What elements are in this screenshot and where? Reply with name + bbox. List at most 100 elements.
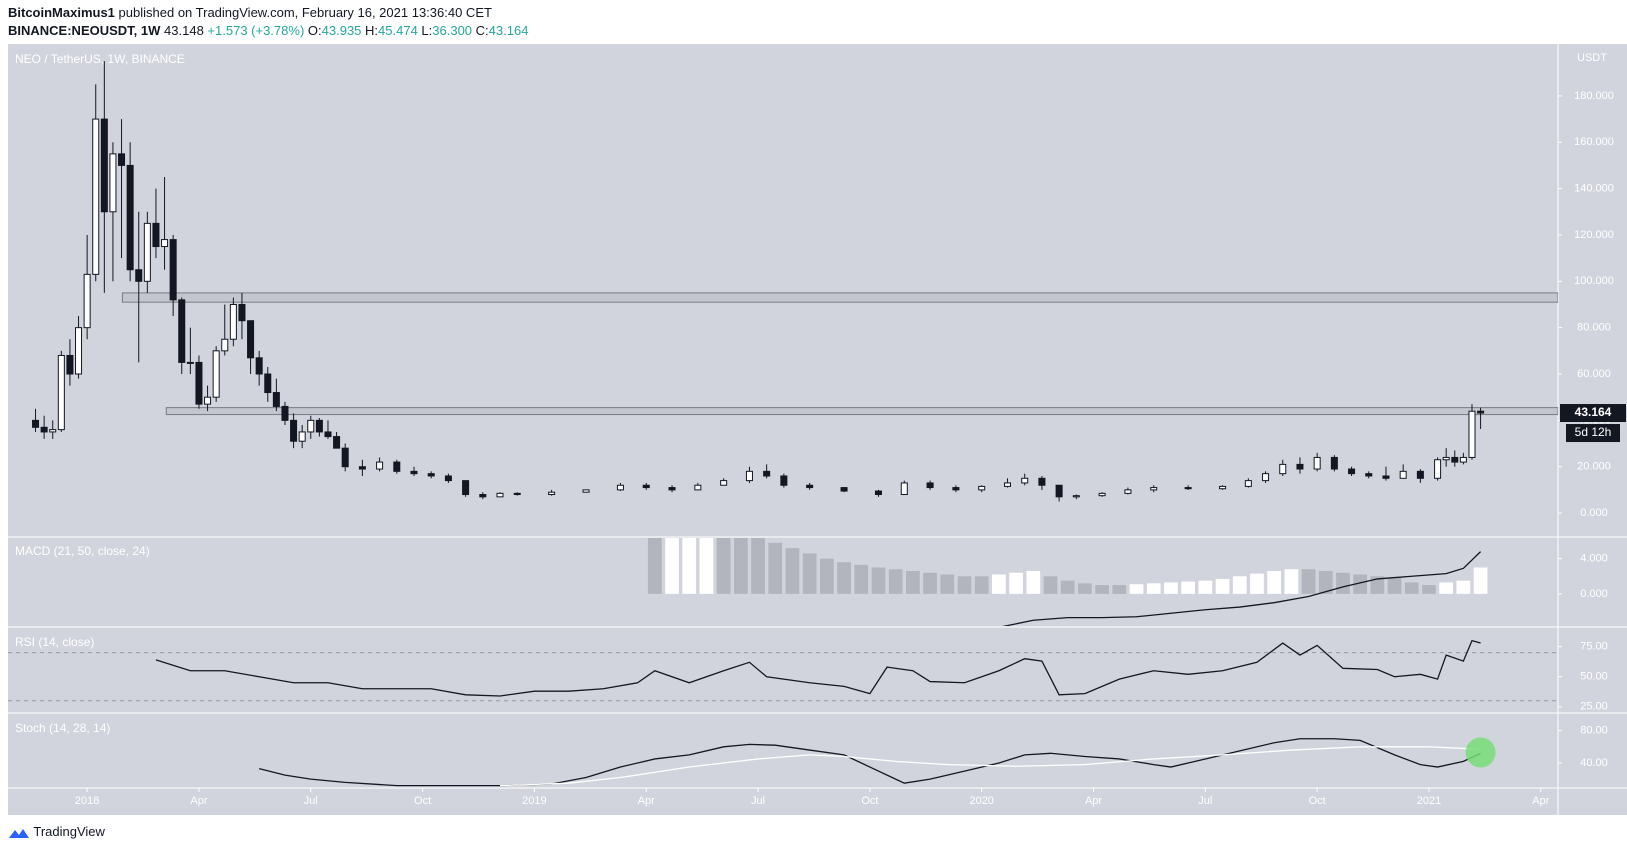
histogram-bar xyxy=(1232,576,1247,594)
candle-body xyxy=(427,473,435,477)
candle-body xyxy=(1416,470,1424,479)
candle-body xyxy=(1003,482,1012,487)
chart-background xyxy=(8,44,1627,815)
candle-body xyxy=(333,436,341,449)
x-tick-label: 2020 xyxy=(969,795,993,807)
candle-body xyxy=(195,361,203,405)
histogram-bar xyxy=(819,558,834,594)
candle-body xyxy=(513,492,521,496)
candle-body xyxy=(135,269,143,282)
candle-body xyxy=(92,118,100,275)
histogram-bar xyxy=(974,576,989,594)
candle-body xyxy=(952,487,960,491)
y-tick-label: 4.000 xyxy=(1580,553,1608,565)
candle-body xyxy=(1365,473,1373,477)
ohlc-key: H: xyxy=(365,23,379,38)
candle-body xyxy=(290,419,298,442)
brand[interactable]: TradingView xyxy=(33,824,105,839)
histogram-bar xyxy=(871,567,886,594)
y-tick-label: 160.000 xyxy=(1574,136,1614,148)
histogram-bar xyxy=(1284,569,1299,594)
candle-body xyxy=(1150,487,1158,491)
histogram-bar xyxy=(1146,583,1161,594)
chart: NEO / TetherUS, 1W, BINANCE USDT MACD (2… xyxy=(8,44,1627,815)
pane-title: MACD (21, 50, close, 24) xyxy=(15,544,150,558)
macd-line xyxy=(1002,551,1482,626)
histogram-bar xyxy=(1164,582,1178,594)
ohlc-value: 43.164 xyxy=(488,23,529,38)
histogram-bar xyxy=(1456,580,1471,594)
x-tick-label: Jul xyxy=(751,795,765,807)
candle-body xyxy=(83,273,91,329)
candle-body xyxy=(376,461,384,470)
countdown-tag xyxy=(1566,424,1620,443)
candle-body xyxy=(100,118,108,213)
candle-body xyxy=(143,222,151,282)
histogram-bar xyxy=(665,538,679,594)
candle-body xyxy=(1098,492,1106,497)
histogram-bar xyxy=(1267,571,1282,594)
histogram-bar xyxy=(733,538,748,594)
candle-body xyxy=(40,426,48,433)
candle-body xyxy=(668,487,676,491)
candle-body xyxy=(1055,484,1063,498)
y-tick-label: 80.00 xyxy=(1580,725,1608,737)
candle-body xyxy=(1124,489,1132,494)
pane-title: NEO / TetherUS, 1W, BINANCE xyxy=(15,52,185,66)
candle-body xyxy=(806,484,814,489)
candle-body xyxy=(1219,485,1227,490)
last: 43.148 xyxy=(164,23,204,38)
candle-body xyxy=(1279,463,1287,475)
candle-body xyxy=(874,490,882,496)
candle-body xyxy=(32,419,40,428)
histogram-bar xyxy=(888,569,903,594)
histogram-bar xyxy=(716,538,731,594)
x-tick-label: Apr xyxy=(638,795,655,807)
candle-body xyxy=(178,299,186,363)
histogram-bar xyxy=(923,572,937,594)
countdown: 5d 12h xyxy=(1575,425,1612,439)
candle-body xyxy=(324,431,332,438)
x-tick-label: Jul xyxy=(1198,795,1212,807)
candle-body xyxy=(109,153,117,213)
histogram-bar xyxy=(1043,576,1058,594)
candle-body xyxy=(57,354,65,431)
candle-body xyxy=(616,484,624,491)
y-tick-label: 0.000 xyxy=(1580,588,1608,600)
candle-body xyxy=(152,222,160,248)
ohlc-value: 36.300 xyxy=(432,23,473,38)
y-tick-label: 80.000 xyxy=(1577,322,1611,334)
indicator-line xyxy=(499,746,1481,787)
candle-body xyxy=(75,327,83,375)
histogram-bar xyxy=(802,553,817,594)
ohlc-value: 43.935 xyxy=(321,23,362,38)
candle-body xyxy=(1459,456,1467,463)
candle-body xyxy=(169,239,177,301)
histogram-bar xyxy=(1078,583,1092,594)
y-tick-label: 100.000 xyxy=(1574,275,1614,287)
candle-body xyxy=(840,487,848,492)
histogram-bar xyxy=(768,542,783,594)
candle-body xyxy=(298,431,306,442)
candle-body xyxy=(1313,456,1321,470)
x-tick-label: 2019 xyxy=(522,795,546,807)
candle-body xyxy=(1330,456,1338,470)
symbol-line: BINANCE:NEOUSDT, 1W 43.148 +1.573 (+3.78… xyxy=(8,22,528,40)
x-tick-label: 2021 xyxy=(1417,795,1441,807)
candle-body xyxy=(926,482,934,489)
candle-body xyxy=(1262,473,1270,482)
candle-body xyxy=(642,484,650,489)
candle-body xyxy=(307,419,315,433)
pane xyxy=(647,538,1488,626)
published: published on TradingView.com, February 1… xyxy=(118,5,492,20)
x-tick-label: Apr xyxy=(1532,795,1549,807)
candle-body xyxy=(1451,456,1459,463)
author[interactable]: BitcoinMaximus1 xyxy=(8,5,115,20)
y-tick-label: 180.000 xyxy=(1574,90,1614,102)
histogram-bar xyxy=(854,564,869,594)
histogram-bar xyxy=(1439,582,1454,594)
candle-body xyxy=(1382,475,1390,479)
histogram-bar xyxy=(1198,580,1213,594)
candle-body xyxy=(186,361,194,364)
